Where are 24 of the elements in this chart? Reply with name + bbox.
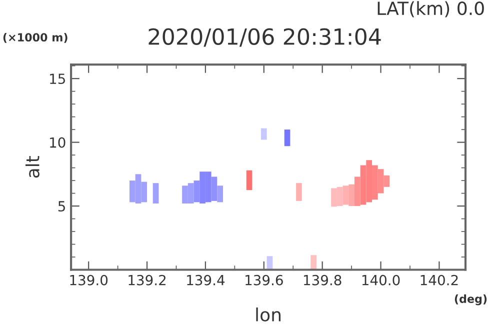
y-tick-label: 10 bbox=[50, 137, 66, 148]
bar bbox=[310, 255, 316, 270]
x-tick-label: 139.0 bbox=[70, 274, 108, 286]
x-tick-label: 139.2 bbox=[128, 274, 166, 286]
y-axis-title: alt bbox=[25, 156, 40, 178]
bar bbox=[296, 183, 302, 201]
y-tick-label: 5 bbox=[58, 201, 65, 212]
chart-subtitle: LAT(km) 0.0 bbox=[378, 1, 484, 18]
x-tick-label: 139.6 bbox=[246, 274, 283, 286]
x-axis-title: lon bbox=[256, 308, 280, 322]
text: (×1000 m) bbox=[3, 32, 68, 43]
y-tick-label: 15 bbox=[50, 74, 65, 84]
text: (deg) bbox=[454, 294, 487, 306]
bar bbox=[260, 128, 267, 140]
bar bbox=[217, 186, 223, 202]
x-tick-label: 139.4 bbox=[187, 274, 225, 286]
bar bbox=[246, 170, 252, 190]
x-tick-label: 140.2 bbox=[420, 274, 458, 286]
x-tick-label: 140.0 bbox=[362, 274, 400, 286]
x-tick-label: 139.8 bbox=[304, 274, 342, 286]
bar bbox=[354, 176, 360, 206]
bar bbox=[284, 130, 290, 146]
chart-title: 2020/01/06 20:31:04 bbox=[148, 28, 381, 47]
bar bbox=[152, 183, 159, 204]
